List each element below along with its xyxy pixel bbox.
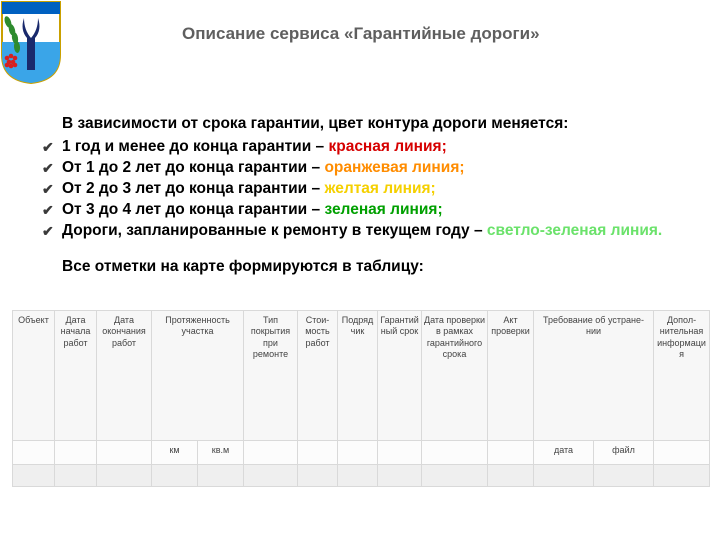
data-cell: [298, 465, 338, 487]
data-cell: [338, 465, 378, 487]
bullet-item: 1 год и менее до конца гарантии – красна…: [40, 137, 685, 158]
bullet-colored: оранжевая линия;: [324, 159, 464, 176]
data-cell: [594, 465, 654, 487]
column-header: Дата начала работ: [55, 311, 97, 441]
bullet-colored: красная линия;: [328, 138, 446, 155]
sub-header-cell: км: [152, 441, 198, 465]
roads-table: ОбъектДата начала работДата окончания ра…: [12, 310, 708, 487]
data-cell: [244, 465, 298, 487]
data-cell: [152, 465, 198, 487]
sub-header-cell: [298, 441, 338, 465]
column-header: Дата проверки в рамках гарантийного срок…: [422, 311, 488, 441]
bullet-item: От 1 до 2 лет до конца гарантии – оранже…: [40, 158, 685, 179]
column-header: Подрядчик: [338, 311, 378, 441]
city-crest-logo: [0, 0, 62, 85]
data-cell: [422, 465, 488, 487]
column-header: Требование об устране-нии: [534, 311, 654, 441]
data-cell: [55, 465, 97, 487]
bullet-item: От 2 до 3 лет до конца гарантии – желтая…: [40, 179, 685, 200]
data-cell: [13, 465, 55, 487]
table-subhead: Все отметки на карте формируются в табли…: [40, 258, 685, 276]
column-header: Дата окончания работ: [97, 311, 152, 441]
column-header: Протяженность участка: [152, 311, 244, 441]
bullet-colored: светло-зеленая линия.: [487, 222, 662, 239]
bullet-prefix: Дороги, запланированные к ремонту в теку…: [62, 222, 487, 239]
bullet-item: Дороги, запланированные к ремонту в теку…: [40, 221, 685, 242]
column-header: Тип покрытия при ремонте: [244, 311, 298, 441]
sub-header-cell: [654, 441, 710, 465]
sub-header-cell: файл: [594, 441, 654, 465]
data-cell: [654, 465, 710, 487]
bullet-prefix: От 2 до 3 лет до конца гарантии –: [62, 180, 324, 197]
sub-header-cell: кв.м: [198, 441, 244, 465]
content-block: В зависимости от срока гарантии, цвет ко…: [40, 114, 685, 276]
column-header: Допол-нительная информация: [654, 311, 710, 441]
bullet-prefix: От 3 до 4 лет до конца гарантии –: [62, 201, 324, 218]
sub-header-cell: [244, 441, 298, 465]
bullet-prefix: От 1 до 2 лет до конца гарантии –: [62, 159, 324, 176]
bullet-colored: зеленая линия;: [324, 201, 442, 218]
sub-header-cell: дата: [534, 441, 594, 465]
bullet-item: От 3 до 4 лет до конца гарантии – зелена…: [40, 200, 685, 221]
sub-header-cell: [55, 441, 97, 465]
sub-header-cell: [422, 441, 488, 465]
column-header: Гарантийный срок: [378, 311, 422, 441]
column-header: Стои-мость работ: [298, 311, 338, 441]
sub-header-cell: [97, 441, 152, 465]
data-cell: [97, 465, 152, 487]
column-header: Акт проверки: [488, 311, 534, 441]
intro-text: В зависимости от срока гарантии, цвет ко…: [40, 114, 685, 135]
sub-header-cell: [338, 441, 378, 465]
data-cell: [534, 465, 594, 487]
data-cell: [378, 465, 422, 487]
page-title: Описание сервиса «Гарантийные дороги»: [182, 24, 540, 44]
bullet-colored: желтая линия;: [324, 180, 435, 197]
sub-header-cell: [378, 441, 422, 465]
data-cell: [198, 465, 244, 487]
bullet-prefix: 1 год и менее до конца гарантии –: [62, 138, 328, 155]
data-cell: [488, 465, 534, 487]
sub-header-cell: [488, 441, 534, 465]
bullet-list: 1 год и менее до конца гарантии – красна…: [40, 137, 685, 242]
sub-header-cell: [13, 441, 55, 465]
column-header: Объект: [13, 311, 55, 441]
